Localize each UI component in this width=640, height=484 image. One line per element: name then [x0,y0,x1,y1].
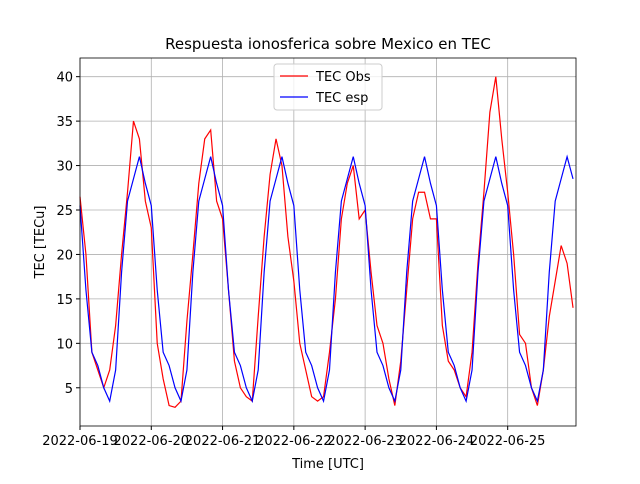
y-axis-label: TEC [TECu] [33,206,48,280]
x-tick-label: 2022-06-25 [470,434,546,449]
line-series [79,154,574,404]
legend: TEC Obs TEC esp [273,63,383,111]
legend-label: TEC Obs [315,70,371,85]
y-tick-label: 5 [65,382,73,397]
chart-title: Respuesta ionosferica sobre Mexico en TE… [165,35,491,53]
y-tick-label: 10 [56,337,73,352]
x-tick-label: 2022-06-21 [185,434,261,449]
y-tick-label: 40 [56,71,73,86]
y-tick-label: 15 [56,293,73,308]
plot-frame [79,57,577,427]
x-axis-label: Time [UTC] [291,457,364,472]
x-tick-label: 2022-06-20 [114,434,190,449]
legend-label: TEC esp [315,91,368,106]
x-tick-label: 2022-06-19 [42,434,118,449]
y-tick-label: 20 [56,248,73,263]
x-tick-label: 2022-06-23 [327,434,403,449]
x-tick-label: 2022-06-22 [256,434,332,449]
y-tick-label: 35 [56,115,73,130]
x-tick-label: 2022-06-24 [399,434,475,449]
line-series [79,76,574,409]
y-tick-label: 30 [56,160,73,175]
y-tick-label: 25 [56,204,73,219]
